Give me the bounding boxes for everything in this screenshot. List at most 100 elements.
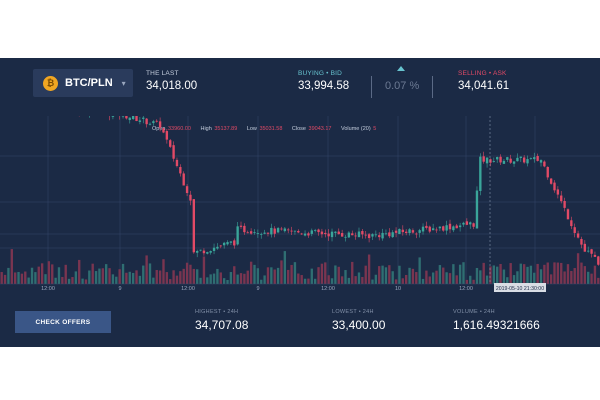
volume-bar <box>81 278 84 284</box>
candle <box>455 225 458 229</box>
candle <box>587 250 590 252</box>
volume-bar <box>74 271 78 284</box>
volume-bar <box>340 276 344 284</box>
candle <box>206 252 209 254</box>
candle <box>556 189 560 195</box>
candle <box>273 228 276 234</box>
volume-bar <box>276 267 280 284</box>
volume-bar <box>543 264 546 284</box>
volume-bar <box>34 272 37 284</box>
volume-bar <box>408 267 411 284</box>
last-price: THE LAST 34,018.00 <box>146 70 197 92</box>
highest-value: 34,707.08 <box>195 318 249 332</box>
candle <box>398 228 401 235</box>
volume-bar <box>280 260 283 284</box>
volume-bar <box>253 264 256 284</box>
crosshair-date-box <box>494 283 546 292</box>
candle <box>287 229 290 231</box>
candle <box>485 157 489 164</box>
volume-bar <box>3 274 7 284</box>
candle <box>418 230 421 233</box>
candle <box>189 194 192 201</box>
volume-bar <box>469 275 472 284</box>
volume-bar <box>576 253 580 284</box>
candle <box>560 195 563 202</box>
volume-bar <box>115 276 118 284</box>
candle <box>405 231 408 233</box>
ask-price: SELLING • ASK 34,041.61 <box>458 70 509 92</box>
candle <box>465 221 469 225</box>
volume-bar <box>30 267 34 284</box>
volume-bar <box>17 271 20 284</box>
bid-label: BUYING • BID <box>298 70 343 77</box>
x-tick-label: 10 <box>395 286 401 292</box>
candle <box>458 225 462 228</box>
candle <box>340 233 344 237</box>
volume-bar <box>590 273 593 284</box>
volume-bar <box>472 279 475 284</box>
volume-bar <box>475 267 479 284</box>
volume-bar <box>67 278 71 284</box>
volume-bar <box>236 274 239 284</box>
candle <box>196 250 199 253</box>
candle <box>593 254 597 257</box>
volume-bar <box>378 266 381 284</box>
volume-bar <box>506 277 509 284</box>
bitcoin-coin-icon: ₿ <box>43 75 58 91</box>
volume-bar <box>563 271 566 284</box>
volume-bar <box>539 269 543 284</box>
candle <box>384 233 388 235</box>
candle <box>142 117 145 119</box>
candle <box>263 232 266 234</box>
candle <box>162 128 165 133</box>
volume-bar <box>388 265 391 284</box>
volume-bar <box>263 275 266 284</box>
volume-bar <box>313 278 317 284</box>
divider <box>371 76 372 98</box>
volume-bar <box>391 271 394 284</box>
candle <box>566 209 570 220</box>
volume-bar <box>479 270 482 284</box>
candle <box>391 232 394 238</box>
volume-24h-label: VOLUME • 24H <box>453 309 495 315</box>
pair-selector[interactable]: ₿ BTC/PLN ▾ <box>33 69 133 97</box>
volume-bar <box>465 279 469 284</box>
volume-bar <box>489 266 492 284</box>
volume-bar <box>91 263 94 284</box>
volume-bar <box>165 272 169 284</box>
candle <box>496 157 499 160</box>
volume-bar <box>44 274 47 284</box>
candle <box>283 228 287 232</box>
volume-bar <box>293 262 297 284</box>
volume-bar <box>455 275 458 284</box>
volume-bar <box>536 263 539 284</box>
volume-bar <box>98 268 101 284</box>
candle <box>462 222 465 225</box>
volume-bar <box>411 268 415 284</box>
price-chart[interactable]: 12:00 9 12:00 9 12:00 10 12:00 2019-05-10 21:30… <box>0 116 600 298</box>
check-offers-button[interactable]: CHECK OFFERS <box>15 311 111 333</box>
candle <box>158 121 162 128</box>
volume-bar <box>270 267 273 284</box>
volume-bar <box>145 255 148 284</box>
volume-bar <box>549 274 553 284</box>
candle <box>233 240 236 246</box>
candle <box>351 233 354 236</box>
ohlc-readout: Open 33960.00 High 35137.89 Low 35031.58… <box>152 126 384 132</box>
volume-bar <box>522 264 526 284</box>
low-label: Low <box>246 126 257 132</box>
volume-bar <box>61 276 64 284</box>
candle <box>303 233 307 236</box>
candle <box>219 245 222 247</box>
volume-bar <box>425 270 428 284</box>
volume-bar <box>24 271 27 284</box>
volume-bar <box>566 264 570 284</box>
high-label: High <box>200 126 212 132</box>
candle <box>344 236 347 238</box>
volume-bar <box>108 268 111 284</box>
candle <box>509 158 512 163</box>
candle <box>192 199 195 253</box>
volume-bar <box>526 266 529 284</box>
volume-label: Volume (20) <box>341 126 371 132</box>
volume-bar <box>482 262 485 284</box>
